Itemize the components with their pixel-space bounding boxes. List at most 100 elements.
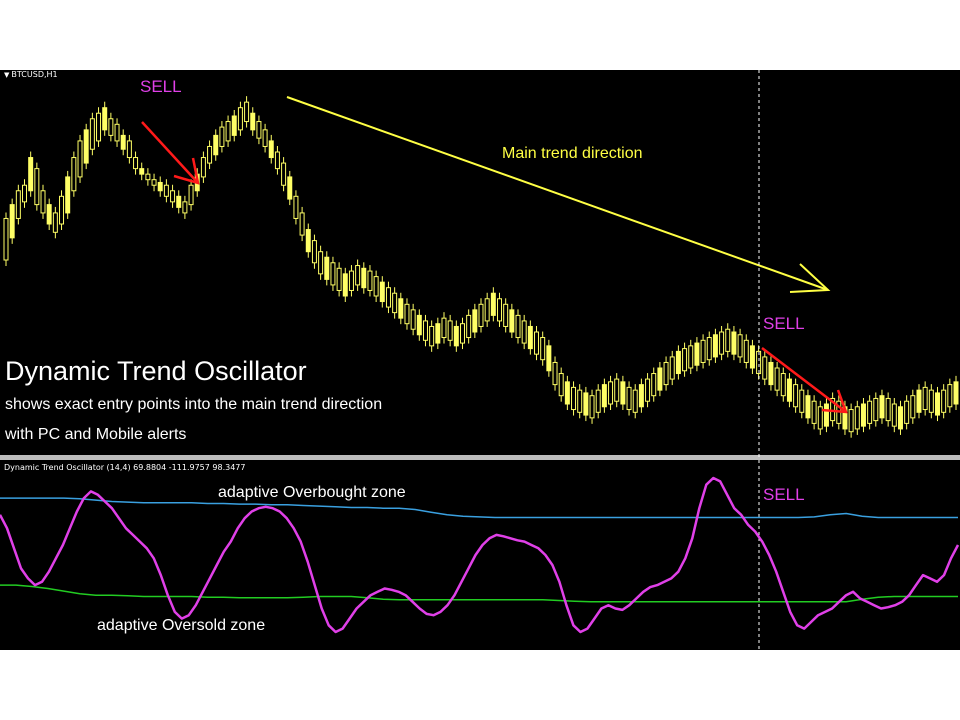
candle-body bbox=[737, 334, 743, 358]
candle-body bbox=[854, 406, 860, 430]
candle-body bbox=[626, 386, 632, 411]
candle-body bbox=[934, 392, 940, 416]
candle-body bbox=[83, 129, 89, 164]
candle-body bbox=[250, 112, 256, 131]
candle-body bbox=[410, 309, 416, 330]
candle-body bbox=[706, 337, 712, 361]
candle-body bbox=[867, 400, 873, 424]
candle-body bbox=[256, 121, 262, 139]
candle-body bbox=[404, 303, 410, 325]
candle-body bbox=[281, 162, 287, 186]
symbol-label[interactable]: ▼ BTCUSD,H1 bbox=[4, 70, 58, 79]
sell-arrow-1 bbox=[141, 121, 199, 184]
candle-body bbox=[207, 145, 213, 164]
candle-body bbox=[318, 251, 324, 275]
oversold-zone-line bbox=[0, 584, 958, 603]
candle-body bbox=[490, 292, 496, 316]
candle-body bbox=[102, 107, 108, 131]
main-trend-label: Main trend direction bbox=[502, 145, 643, 162]
main-trend-arrow bbox=[286, 96, 829, 291]
candle-body bbox=[552, 361, 558, 386]
candle-body bbox=[756, 350, 762, 375]
candle-body bbox=[527, 325, 533, 350]
candle-body bbox=[453, 325, 459, 347]
candle-body bbox=[34, 168, 40, 206]
candle-body bbox=[910, 395, 916, 419]
candle-body bbox=[28, 157, 34, 192]
candle-body bbox=[632, 389, 638, 413]
terminal-window: ▼ BTCUSD,H1 Dynamic Trend Oscillator show… bbox=[0, 70, 960, 650]
candle-body bbox=[305, 229, 311, 253]
price-chart bbox=[3, 96, 959, 438]
candle-body bbox=[897, 406, 903, 430]
candle-body bbox=[373, 276, 379, 297]
candle-body bbox=[219, 126, 225, 147]
sell-label-2: SELL bbox=[763, 314, 805, 333]
candle-body bbox=[941, 389, 947, 413]
candle-body bbox=[589, 395, 595, 419]
candle-body bbox=[805, 395, 811, 419]
candle-body bbox=[645, 378, 651, 402]
candle-body bbox=[725, 328, 731, 352]
candle-body bbox=[114, 123, 120, 142]
candle-body bbox=[385, 287, 391, 308]
symbol-text: BTCUSD,H1 bbox=[11, 70, 58, 79]
overbought-zone-label: adaptive Overbought zone bbox=[218, 484, 406, 501]
candle-body bbox=[823, 403, 829, 427]
candle-body bbox=[200, 157, 206, 178]
candle-body bbox=[120, 134, 126, 150]
promo-subtitle-1: shows exact entry points into the main t… bbox=[5, 396, 383, 413]
candle-body bbox=[786, 378, 792, 402]
oscillator-chart bbox=[0, 476, 960, 634]
candle-body bbox=[472, 309, 478, 333]
candle-body bbox=[614, 378, 620, 402]
candle-body bbox=[848, 409, 854, 433]
candle-body bbox=[71, 157, 77, 192]
candle-body bbox=[65, 176, 71, 214]
candle-body bbox=[274, 151, 280, 170]
candle-body bbox=[22, 184, 28, 203]
candle-body bbox=[170, 190, 176, 203]
candle-body bbox=[484, 298, 490, 322]
candle-body bbox=[904, 400, 910, 424]
promo-title: Dynamic Trend Oscillator bbox=[5, 356, 307, 386]
candle-body bbox=[40, 190, 46, 214]
candle-body bbox=[669, 356, 675, 380]
candle-body bbox=[244, 101, 250, 123]
candle-body bbox=[311, 240, 317, 264]
candle-body bbox=[157, 181, 163, 192]
candle-body bbox=[564, 381, 570, 405]
candle-body bbox=[497, 298, 503, 322]
candle-body bbox=[459, 323, 465, 344]
candle-body bbox=[509, 309, 515, 333]
candle-body bbox=[225, 121, 231, 142]
sell-arrow-2-head bbox=[821, 389, 848, 414]
candle-body bbox=[96, 112, 102, 142]
candle-body bbox=[928, 389, 934, 413]
candle-body bbox=[46, 204, 52, 225]
candle-body bbox=[237, 107, 243, 131]
candle-body bbox=[163, 184, 169, 197]
candle-body bbox=[108, 118, 114, 136]
candle-body bbox=[608, 381, 614, 405]
oscillator-line bbox=[0, 476, 960, 634]
candle-body bbox=[503, 303, 509, 327]
candle-body bbox=[583, 392, 589, 416]
candle-body bbox=[891, 403, 897, 427]
candle-body bbox=[601, 384, 607, 408]
candle-body bbox=[447, 320, 453, 341]
candle-body bbox=[817, 406, 823, 430]
promo-subtitle-2: with PC and Mobile alerts bbox=[5, 426, 187, 443]
candle-body bbox=[429, 325, 435, 347]
candle-body bbox=[947, 384, 953, 408]
candle-body bbox=[15, 190, 21, 219]
candle-body bbox=[534, 331, 540, 355]
candle-body bbox=[262, 129, 268, 147]
candle-body bbox=[688, 345, 694, 369]
candle-body bbox=[595, 389, 601, 413]
candle-body bbox=[762, 356, 768, 380]
candle-body bbox=[3, 217, 9, 261]
dropdown-triangle-icon[interactable]: ▼ bbox=[4, 71, 10, 79]
sell-label-3: SELL bbox=[763, 485, 805, 504]
candle-body bbox=[182, 201, 188, 214]
